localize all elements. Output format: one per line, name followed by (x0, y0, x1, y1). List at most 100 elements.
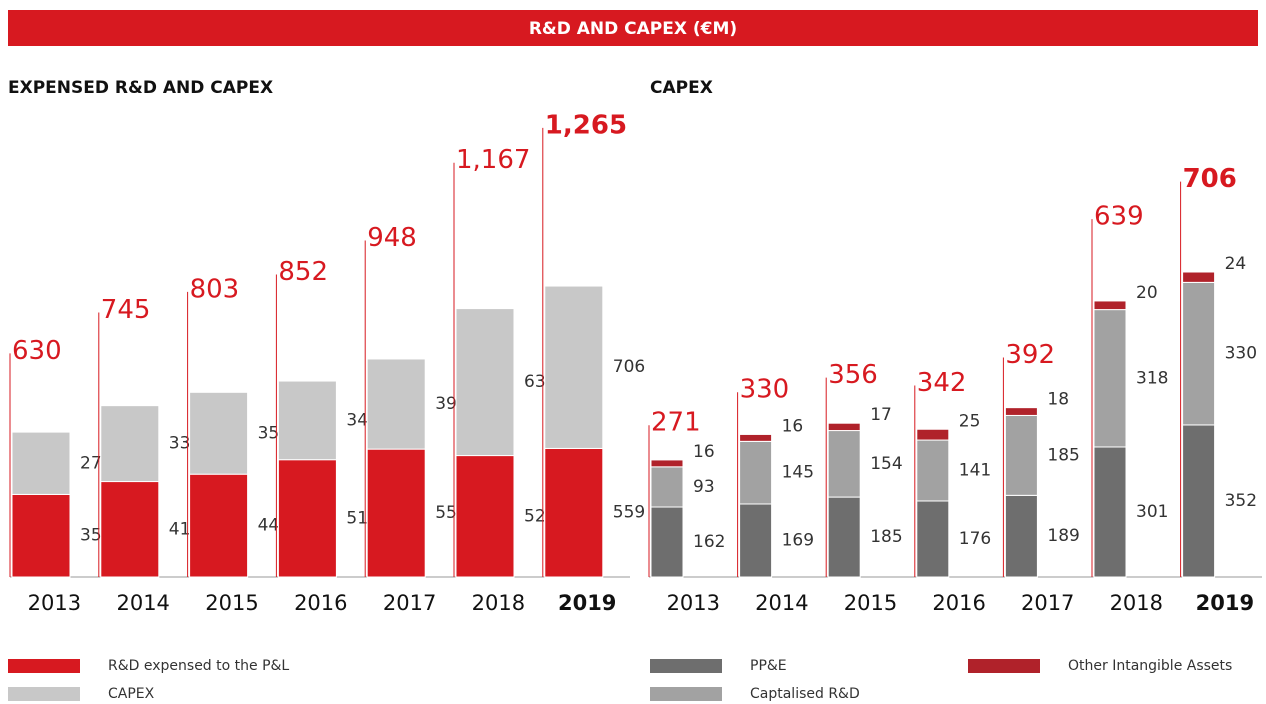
x-tick-label: 2018 (472, 591, 525, 615)
legend-label: Other Intangible Assets (1068, 658, 1232, 674)
bar-segment (455, 308, 515, 457)
legend-label: Captalised R&D (750, 686, 860, 702)
total-label: 803 (190, 274, 240, 304)
bar-segment (650, 466, 684, 508)
value-label: 24 (1225, 254, 1247, 274)
total-label: 630 (12, 336, 62, 366)
bar-segment (455, 455, 515, 578)
chart-title: EXPENSED R&D AND CAPEX (8, 78, 273, 98)
bar-segment (1093, 309, 1127, 448)
bar-segment (739, 433, 773, 442)
chart-title: CAPEX (650, 78, 713, 98)
x-tick-label: 2017 (1021, 591, 1074, 615)
x-tick-label: 2013 (28, 591, 81, 615)
bar-segment (1093, 300, 1127, 311)
value-label: 185 (870, 527, 902, 547)
bar-segment (650, 506, 684, 578)
total-label: 356 (828, 360, 878, 390)
bar-segment (189, 391, 249, 475)
bar-segment (100, 405, 160, 483)
bar-segment (1182, 271, 1216, 283)
x-tick-label: 2016 (932, 591, 985, 615)
bar-segment (916, 500, 950, 578)
total-label: 1,265 (545, 110, 627, 140)
bar-segment (1182, 424, 1216, 578)
x-tick-label: 2016 (294, 591, 347, 615)
total-label: 1,167 (456, 145, 530, 175)
value-label: 18 (1047, 390, 1069, 410)
legend-swatch (650, 687, 722, 701)
bar-segment (544, 447, 604, 578)
bar-segment (827, 422, 861, 432)
legend-swatch (8, 687, 80, 701)
x-tick-label: 2015 (205, 591, 258, 615)
x-tick-label: 2014 (116, 591, 169, 615)
legend-swatch (968, 659, 1040, 673)
bar-segment (11, 431, 71, 495)
total-label: 706 (1183, 164, 1237, 194)
bar-segment (189, 473, 249, 578)
value-label: 330 (1225, 344, 1257, 364)
bar-segment (1004, 414, 1038, 496)
x-tick-label: 2017 (383, 591, 436, 615)
total-label: 639 (1094, 202, 1144, 232)
bar-segment (1093, 446, 1127, 578)
value-label: 93 (693, 477, 715, 497)
value-label: 176 (959, 529, 991, 549)
value-label: 25 (959, 411, 981, 431)
total-label: 392 (1005, 340, 1055, 370)
total-label: 330 (740, 375, 790, 405)
bar-segment (100, 481, 160, 578)
legend-label: R&D expensed to the P&L (108, 658, 289, 674)
bar-segment (366, 358, 426, 450)
value-label: 352 (1225, 491, 1257, 511)
bar-segment (1004, 494, 1038, 578)
value-label: 141 (959, 461, 991, 481)
value-label: 16 (693, 442, 715, 462)
value-label: 189 (1047, 526, 1079, 546)
x-tick-label: 2018 (1110, 591, 1163, 615)
total-label: 342 (917, 368, 967, 398)
total-label: 948 (367, 223, 417, 253)
value-label: 17 (870, 405, 892, 425)
bar-segment (277, 380, 337, 461)
bar-segment (277, 459, 337, 578)
x-tick-label: 2019 (558, 591, 616, 615)
value-label: 16 (782, 416, 804, 436)
bar-segment (11, 493, 71, 578)
bar-segment (916, 439, 950, 502)
value-label: 559 (613, 503, 645, 523)
banner-title: R&D AND CAPEX (€M) (529, 19, 737, 39)
value-label: 20 (1136, 283, 1158, 303)
value-label: 185 (1047, 445, 1079, 465)
value-label: 162 (693, 532, 725, 552)
bar-segment (739, 440, 773, 505)
total-label: 852 (278, 257, 328, 287)
value-label: 301 (1136, 502, 1168, 522)
bar-segment (544, 285, 604, 449)
bar-segment (827, 496, 861, 578)
total-label: 745 (101, 295, 151, 325)
x-tick-label: 2013 (667, 591, 720, 615)
bar-segment (916, 428, 950, 441)
legend-label: CAPEX (108, 686, 155, 702)
value-label: 154 (870, 454, 902, 474)
bar-segment (650, 459, 684, 468)
value-label: 145 (782, 463, 814, 483)
x-tick-label: 2014 (755, 591, 808, 615)
banner (8, 10, 1258, 46)
bar-segment (1004, 407, 1038, 416)
bar-segment (1182, 281, 1216, 426)
legend-label: PP&E (750, 658, 787, 674)
legend-swatch (8, 659, 80, 673)
legend-swatch (650, 659, 722, 673)
bar-segment (739, 503, 773, 578)
bar-segment (827, 430, 861, 498)
x-tick-label: 2015 (844, 591, 897, 615)
x-tick-label: 2019 (1196, 591, 1254, 615)
bar-segment (366, 448, 426, 578)
total-label: 271 (651, 408, 701, 438)
value-label: 169 (782, 530, 814, 550)
value-label: 706 (613, 357, 645, 377)
